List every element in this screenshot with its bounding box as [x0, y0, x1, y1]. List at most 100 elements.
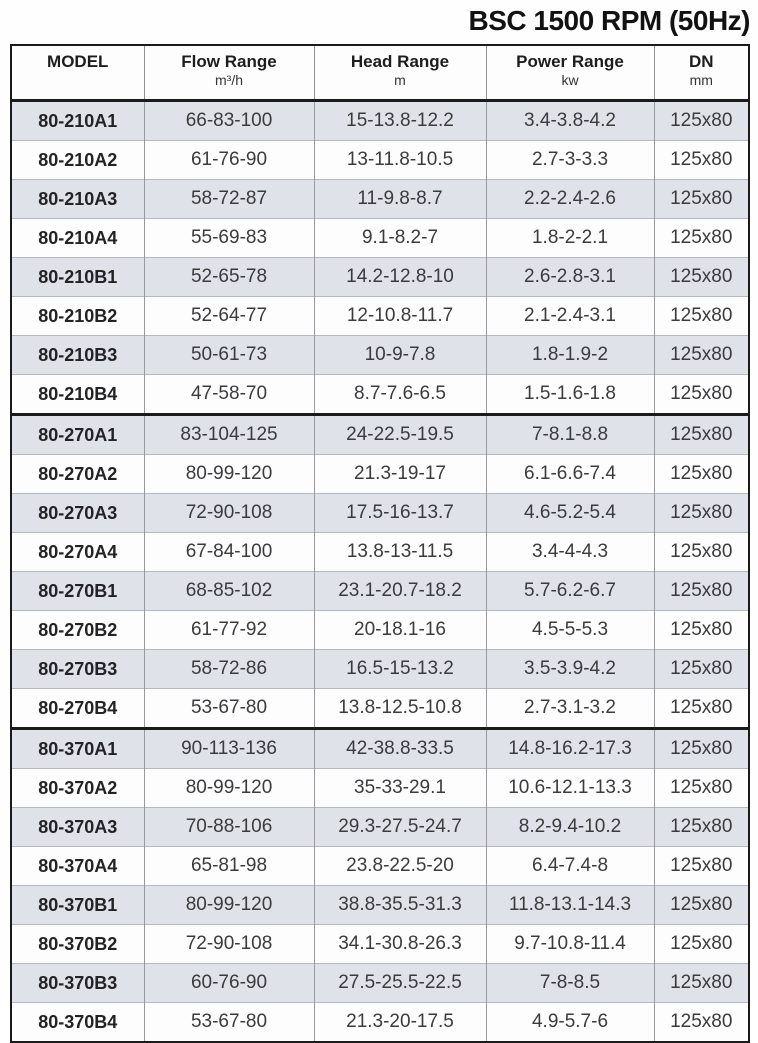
model-cell: 80-210B4: [10, 374, 145, 415]
model-cell: 80-370A4: [10, 846, 145, 886]
flow-range-cell: 47-58-70: [143, 374, 315, 415]
column-label: DN: [688, 52, 714, 71]
table-row: 80-270B3 58-72-86 16.5-15-13.2 3.5-3.9-4.2 1…: [10, 649, 750, 689]
catalog-page: BSC 1500 RPM (50Hz) MODEL Flow Range m³/…: [10, 5, 751, 1043]
flow-range-cell: 67-84-100: [143, 532, 315, 572]
power-range-cell: 1.5-1.6-1.8: [485, 374, 655, 415]
model-cell: 80-270A3: [10, 493, 145, 533]
table-header: MODEL Flow Range m³/h Head Range m Power…: [10, 45, 750, 102]
model-cell: 80-210B3: [10, 335, 145, 375]
power-range-cell: 4.6-5.2-5.4: [485, 493, 655, 533]
table-row: 80-270B2 61-77-92 20-18.1-16 4.5-5-5.3 125x8…: [10, 610, 750, 650]
dn-cell: 125x80: [653, 413, 750, 455]
head-range-cell: 8.7-7.6-6.5: [313, 374, 487, 415]
head-range-cell: 21.3-19-17: [313, 454, 487, 494]
flow-range-cell: 60-76-90: [143, 963, 315, 1003]
power-range-cell: 1.8-1.9-2: [485, 335, 655, 375]
flow-range-cell: 55-69-83: [143, 218, 315, 258]
power-range-cell: 7-8-8.5: [485, 963, 655, 1003]
power-range-cell: 4.5-5-5.3: [485, 610, 655, 650]
head-range-cell: 12-10.8-11.7: [313, 296, 487, 336]
table-row: 80-270A1 83-104-125 24-22.5-19.5 7-8.1-8.8 1…: [10, 413, 750, 455]
column-label: Head Range: [350, 52, 450, 71]
dn-cell: 125x80: [653, 1002, 750, 1042]
table-row: 80-210A1 66-83-100 15-13.8-12.2 3.4-3.8-4.2…: [10, 100, 750, 141]
model-cell: 80-270B4: [10, 688, 145, 729]
table-row: 80-210B2 52-64-77 12-10.8-11.7 2.1-2.4-3.1 1…: [10, 296, 750, 336]
column-header-dn: DN mm: [653, 45, 750, 102]
head-range-cell: 23.8-22.5-20: [313, 846, 487, 886]
table-row: 80-370A1 90-113-136 42-38.8-33.5 14.8-16.2-…: [10, 727, 750, 769]
pump-spec-table: MODEL Flow Range m³/h Head Range m Power…: [10, 44, 750, 1043]
power-range-cell: 4.9-5.7-6: [485, 1002, 655, 1042]
column-header-model: MODEL: [10, 45, 145, 102]
flow-range-cell: 72-90-108: [143, 493, 315, 533]
table-row: 80-370B2 72-90-108 34.1-30.8-26.3 9.7-10.8-…: [10, 924, 750, 964]
power-range-cell: 2.1-2.4-3.1: [485, 296, 655, 336]
model-cell: 80-370A2: [10, 768, 145, 808]
column-unit: kw: [561, 72, 579, 88]
head-range-cell: 42-38.8-33.5: [313, 727, 487, 769]
header-row: MODEL Flow Range m³/h Head Range m Power…: [10, 45, 750, 102]
head-range-cell: 9.1-8.2-7: [313, 218, 487, 258]
power-range-cell: 1.8-2-2.1: [485, 218, 655, 258]
model-cell: 80-210B1: [10, 257, 145, 297]
flow-range-cell: 53-67-80: [143, 688, 315, 729]
head-range-cell: 27.5-25.5-22.5: [313, 963, 487, 1003]
dn-cell: 125x80: [653, 179, 750, 219]
dn-cell: 125x80: [653, 374, 750, 415]
dn-cell: 125x80: [653, 885, 750, 925]
model-cell: 80-210B2: [10, 296, 145, 336]
model-cell: 80-370B2: [10, 924, 145, 964]
dn-cell: 125x80: [653, 335, 750, 375]
flow-range-cell: 83-104-125: [143, 413, 315, 455]
table-row: 80-210B1 52-65-78 14.2-12.8-10 2.6-2.8-3.1 1…: [10, 257, 750, 297]
head-range-cell: 24-22.5-19.5: [313, 413, 487, 455]
head-range-cell: 23.1-20.7-18.2: [313, 571, 487, 611]
head-range-cell: 20-18.1-16: [313, 610, 487, 650]
model-cell: 80-370A3: [10, 807, 145, 847]
table-row: 80-370B3 60-76-90 27.5-25.5-22.5 7-8-8.5 125…: [10, 963, 750, 1003]
table-row: 80-270A2 80-99-120 21.3-19-17 6.1-6.6-7.4 12…: [10, 454, 750, 494]
dn-cell: 125x80: [653, 610, 750, 650]
table-row: 80-370B1 80-99-120 38.8-35.5-31.3 11.8-13.1…: [10, 885, 750, 925]
power-range-cell: 6.4-7.4-8: [485, 846, 655, 886]
column-label: Power Range: [516, 52, 624, 71]
column-label: Flow Range: [181, 52, 277, 71]
page-title: BSC 1500 RPM (50Hz): [468, 5, 751, 36]
table-row: 80-270B4 53-67-80 13.8-12.5-10.8 2.7-3.1-3.…: [10, 688, 750, 729]
head-range-cell: 13.8-13-11.5: [313, 532, 487, 572]
table-row: 80-270A4 67-84-100 13.8-13-11.5 3.4-4-4.3 12…: [10, 532, 750, 572]
model-cell: 80-210A3: [10, 179, 145, 219]
flow-range-cell: 80-99-120: [143, 885, 315, 925]
flow-range-cell: 52-65-78: [143, 257, 315, 297]
power-range-cell: 2.2-2.4-2.6: [485, 179, 655, 219]
head-range-cell: 15-13.8-12.2: [313, 100, 487, 141]
power-range-cell: 3.4-3.8-4.2: [485, 100, 655, 141]
model-cell: 80-270A2: [10, 454, 145, 494]
power-range-cell: 2.7-3.1-3.2: [485, 688, 655, 729]
power-range-cell: 2.6-2.8-3.1: [485, 257, 655, 297]
head-range-cell: 11-9.8-8.7: [313, 179, 487, 219]
column-unit: m: [394, 72, 406, 88]
power-range-cell: 3.5-3.9-4.2: [485, 649, 655, 689]
dn-cell: 125x80: [653, 296, 750, 336]
dn-cell: 125x80: [653, 532, 750, 572]
flow-range-cell: 61-76-90: [143, 140, 315, 180]
column-unit: mm: [689, 72, 713, 88]
column-header-power-range: Power Range kw: [485, 45, 655, 102]
table-row: 80-270A3 72-90-108 17.5-16-13.7 4.6-5.2-5.4…: [10, 493, 750, 533]
dn-cell: 125x80: [653, 963, 750, 1003]
table-row: 80-210A3 58-72-87 11-9.8-8.7 2.2-2.4-2.6 125…: [10, 179, 750, 219]
model-cell: 80-210A2: [10, 140, 145, 180]
flow-range-cell: 66-83-100: [143, 100, 315, 141]
model-cell: 80-270B2: [10, 610, 145, 650]
dn-cell: 125x80: [653, 924, 750, 964]
column-header-flow-range: Flow Range m³/h: [143, 45, 315, 102]
flow-range-cell: 53-67-80: [143, 1002, 315, 1042]
power-range-cell: 9.7-10.8-11.4: [485, 924, 655, 964]
dn-cell: 125x80: [653, 768, 750, 808]
table-row: 80-370B4 53-67-80 21.3-20-17.5 4.9-5.7-6 125…: [10, 1002, 750, 1042]
model-cell: 80-270A1: [10, 413, 145, 455]
power-range-cell: 14.8-16.2-17.3: [485, 727, 655, 769]
